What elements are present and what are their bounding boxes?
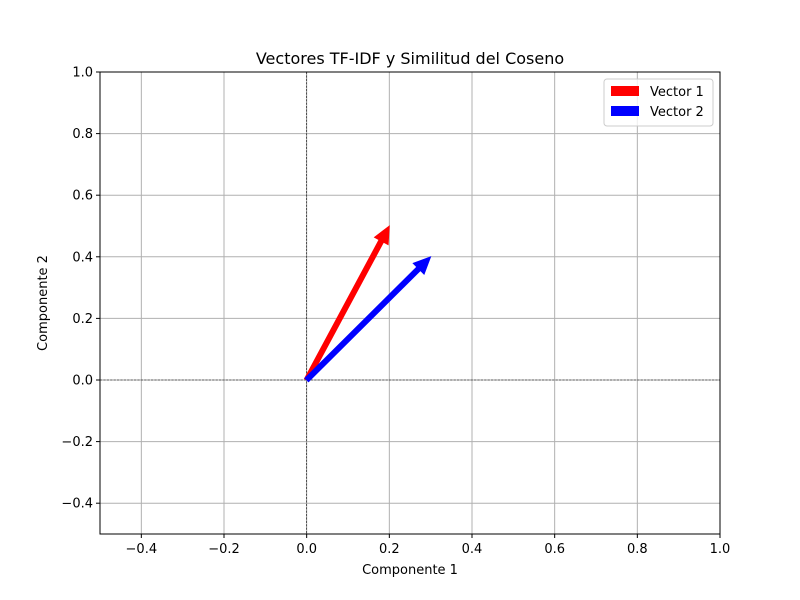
legend-label-1: Vector 1	[650, 85, 704, 100]
y-axis-label: Componente 2	[36, 255, 51, 351]
x-tick-label: 0.8	[627, 542, 648, 557]
y-tick-label: −0.2	[61, 435, 93, 450]
legend: Vector 1 Vector 2	[603, 78, 714, 127]
y-tick-label: −0.4	[61, 497, 93, 512]
y-tick-label: 0.2	[72, 312, 93, 327]
legend-swatch-2	[611, 106, 639, 116]
y-tick-label: 0.0	[72, 374, 93, 389]
x-tick-label: 0.0	[296, 542, 317, 557]
ticks: −0.4 −0.2 0.0 0.2 0.4 0.6 0.8 1.0 −0.4 −0.2 0.0 0.2…	[61, 66, 730, 558]
x-tick-label: 0.6	[544, 542, 565, 557]
reference-lines	[100, 72, 720, 534]
y-tick-label: 1.0	[72, 66, 93, 81]
legend-label-2: Vector 2	[650, 105, 704, 120]
y-tick-label: 0.8	[72, 127, 93, 142]
x-tick-label: 0.2	[379, 542, 400, 557]
vector-arrow-2	[304, 256, 432, 383]
x-tick-label: 1.0	[710, 542, 731, 557]
legend-swatch-1	[611, 86, 639, 96]
x-tick-label: 0.4	[462, 542, 483, 557]
vectors	[303, 225, 432, 383]
vector-arrow-1	[303, 225, 390, 382]
x-axis-label: Componente 1	[362, 563, 458, 578]
x-tick-label: −0.2	[208, 542, 240, 557]
x-tick-label: −0.4	[126, 542, 158, 557]
chart-title: Vectores TF-IDF y Similitud del Coseno	[256, 49, 564, 68]
y-tick-label: 0.6	[72, 189, 93, 204]
y-tick-label: 0.4	[72, 250, 93, 265]
plot-area-frame	[99, 71, 721, 535]
